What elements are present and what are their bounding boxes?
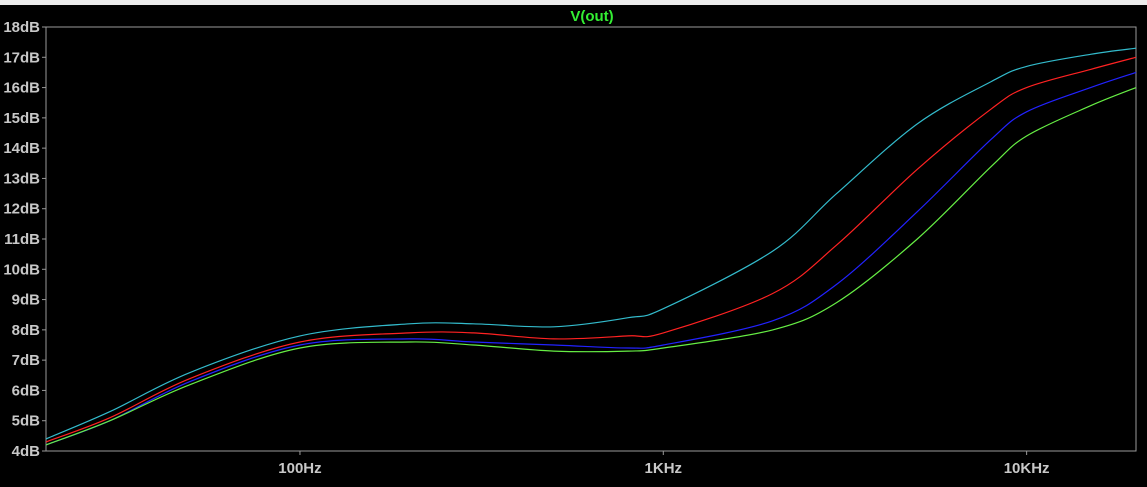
y-tick-label: 11dB bbox=[4, 231, 40, 248]
x-tick-label: 1KHz bbox=[645, 460, 683, 477]
plot-frame bbox=[45, 26, 1137, 452]
y-tick-label: 8dB bbox=[12, 322, 41, 339]
series-line-3 bbox=[45, 71, 1137, 446]
series-group bbox=[45, 47, 1137, 446]
y-axis: 18dB 17dB 16dB 15dB 14dB 13dB 12dB 11dB 10dB 9dB 8… bbox=[3, 19, 46, 460]
y-tick-label: 16dB bbox=[3, 80, 40, 97]
x-tick-label: 10KHz bbox=[1004, 460, 1050, 477]
y-tick-label: 18dB bbox=[3, 19, 40, 36]
y-tick-label: 7dB bbox=[12, 352, 41, 369]
x-axis: 100Hz 1KHz 10KHz bbox=[278, 451, 1050, 477]
y-tick-label: 12dB bbox=[3, 201, 40, 218]
y-tick-label: 14dB bbox=[3, 140, 40, 157]
y-tick-label: 17dB bbox=[3, 49, 40, 66]
series-line-2 bbox=[45, 56, 1137, 443]
y-tick-label: 9dB bbox=[12, 292, 41, 309]
y-tick-label: 10dB bbox=[3, 261, 40, 278]
chart-title: V(out) bbox=[570, 8, 613, 25]
window-top-strip bbox=[0, 0, 1147, 5]
x-tick-label: 100Hz bbox=[278, 460, 321, 477]
series-line-4 bbox=[45, 87, 1137, 446]
y-tick-label: 4dB bbox=[12, 443, 41, 460]
y-tick-label: 15dB bbox=[3, 110, 40, 127]
y-tick-label: 13dB bbox=[3, 170, 40, 187]
y-tick-label: 5dB bbox=[12, 413, 41, 430]
plot-window bbox=[0, 5, 1147, 487]
series-line-1 bbox=[45, 47, 1137, 440]
y-tick-label: 6dB bbox=[12, 382, 41, 399]
